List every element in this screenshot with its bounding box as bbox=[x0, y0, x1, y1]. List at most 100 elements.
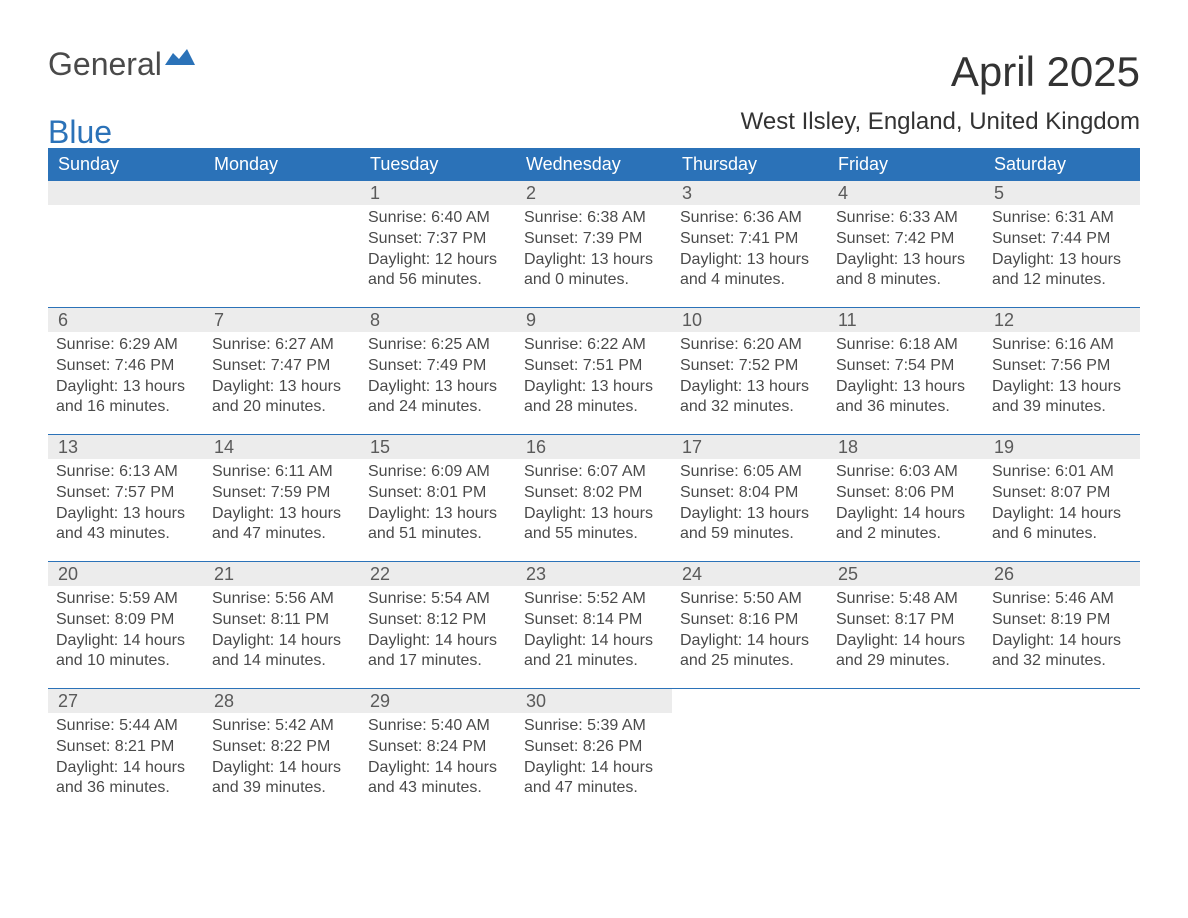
detail-daylight2: and 17 minutes. bbox=[368, 651, 508, 672]
detail-sunset: Sunset: 8:17 PM bbox=[836, 610, 976, 631]
detail-sunset: Sunset: 7:56 PM bbox=[992, 356, 1132, 377]
day-number: 17 bbox=[672, 435, 828, 459]
calendar-cell: 10Sunrise: 6:20 AMSunset: 7:52 PMDayligh… bbox=[672, 308, 828, 420]
detail-daylight1: Daylight: 14 hours bbox=[992, 631, 1132, 652]
detail-daylight1: Daylight: 13 hours bbox=[368, 504, 508, 525]
detail-daylight1: Daylight: 14 hours bbox=[836, 504, 976, 525]
detail-sunrise: Sunrise: 6:01 AM bbox=[992, 462, 1132, 483]
detail-daylight2: and 43 minutes. bbox=[368, 778, 508, 799]
day-details: Sunrise: 6:13 AMSunset: 7:57 PMDaylight:… bbox=[56, 459, 196, 547]
detail-sunset: Sunset: 7:46 PM bbox=[56, 356, 196, 377]
day-details: Sunrise: 6:29 AMSunset: 7:46 PMDaylight:… bbox=[56, 332, 196, 420]
calendar-cell: 11Sunrise: 6:18 AMSunset: 7:54 PMDayligh… bbox=[828, 308, 984, 420]
detail-daylight2: and 28 minutes. bbox=[524, 397, 664, 418]
detail-daylight2: and 59 minutes. bbox=[680, 524, 820, 545]
day-details: Sunrise: 6:03 AMSunset: 8:06 PMDaylight:… bbox=[836, 459, 976, 547]
detail-sunset: Sunset: 7:39 PM bbox=[524, 229, 664, 250]
detail-daylight1: Daylight: 14 hours bbox=[992, 504, 1132, 525]
day-number: 1 bbox=[360, 181, 516, 205]
detail-sunrise: Sunrise: 6:33 AM bbox=[836, 208, 976, 229]
detail-daylight1: Daylight: 13 hours bbox=[212, 504, 352, 525]
day-number: 29 bbox=[360, 689, 516, 713]
day-details: Sunrise: 5:54 AMSunset: 8:12 PMDaylight:… bbox=[368, 586, 508, 674]
detail-daylight1: Daylight: 13 hours bbox=[992, 377, 1132, 398]
detail-sunset: Sunset: 8:19 PM bbox=[992, 610, 1132, 631]
day-number: 30 bbox=[516, 689, 672, 713]
day-number: 12 bbox=[984, 308, 1140, 332]
detail-daylight1: Daylight: 13 hours bbox=[680, 504, 820, 525]
detail-daylight1: Daylight: 14 hours bbox=[56, 758, 196, 779]
detail-sunset: Sunset: 8:04 PM bbox=[680, 483, 820, 504]
day-details: Sunrise: 6:18 AMSunset: 7:54 PMDaylight:… bbox=[836, 332, 976, 420]
day-number: 15 bbox=[360, 435, 516, 459]
calendar-cell bbox=[672, 689, 828, 801]
calendar-cell: 8Sunrise: 6:25 AMSunset: 7:49 PMDaylight… bbox=[360, 308, 516, 420]
detail-daylight2: and 51 minutes. bbox=[368, 524, 508, 545]
detail-sunset: Sunset: 8:14 PM bbox=[524, 610, 664, 631]
day-number: 18 bbox=[828, 435, 984, 459]
day-details bbox=[56, 205, 196, 293]
day-number bbox=[984, 689, 1140, 713]
day-details: Sunrise: 6:07 AMSunset: 8:02 PMDaylight:… bbox=[524, 459, 664, 547]
day-of-week-header: Monday bbox=[204, 148, 360, 181]
calendar-cell: 12 Sunrise: 6:16 AMSunset: 7:56 PMDayligh… bbox=[984, 308, 1140, 420]
day-number: 6 bbox=[48, 308, 204, 332]
calendar-cell: 25Sunrise: 5:48 AMSunset: 8:17 PMDayligh… bbox=[828, 562, 984, 674]
page-subtitle: West Ilsley, England, United Kingdom bbox=[741, 108, 1140, 136]
day-number: 28 bbox=[204, 689, 360, 713]
calendar-cell: 18Sunrise: 6:03 AMSunset: 8:06 PMDayligh… bbox=[828, 435, 984, 547]
calendar-cell: 3Sunrise: 6:36 AMSunset: 7:41 PMDaylight… bbox=[672, 181, 828, 293]
detail-daylight2: and 32 minutes. bbox=[992, 651, 1132, 672]
day-details bbox=[212, 205, 352, 293]
detail-sunset: Sunset: 8:22 PM bbox=[212, 737, 352, 758]
detail-daylight2: and 6 minutes. bbox=[992, 524, 1132, 545]
logo-text-general: General bbox=[48, 48, 162, 80]
detail-daylight2: and 21 minutes. bbox=[524, 651, 664, 672]
detail-sunrise: Sunrise: 5:48 AM bbox=[836, 589, 976, 610]
detail-sunrise: Sunrise: 5:52 AM bbox=[524, 589, 664, 610]
detail-sunset: Sunset: 7:49 PM bbox=[368, 356, 508, 377]
detail-sunset: Sunset: 8:07 PM bbox=[992, 483, 1132, 504]
logo-text-blue: Blue bbox=[48, 116, 112, 148]
calendar-cell bbox=[204, 181, 360, 293]
day-number: 20 bbox=[48, 562, 204, 586]
day-number: 3 bbox=[672, 181, 828, 205]
detail-daylight2: and 14 minutes. bbox=[212, 651, 352, 672]
day-number: 16 bbox=[516, 435, 672, 459]
header-row: General April 2025 bbox=[48, 48, 1140, 96]
day-details bbox=[992, 713, 1132, 801]
detail-sunrise: Sunrise: 6:09 AM bbox=[368, 462, 508, 483]
day-details: Sunrise: 6:31 AMSunset: 7:44 PMDaylight:… bbox=[992, 205, 1132, 293]
day-number bbox=[48, 181, 204, 205]
day-number: 25 bbox=[828, 562, 984, 586]
detail-sunrise: Sunrise: 6:07 AM bbox=[524, 462, 664, 483]
detail-sunset: Sunset: 8:02 PM bbox=[524, 483, 664, 504]
logo-mark-icon bbox=[165, 38, 195, 58]
detail-daylight1: Daylight: 14 hours bbox=[524, 758, 664, 779]
detail-daylight2: and 36 minutes. bbox=[836, 397, 976, 418]
day-details: Sunrise: 6:22 AMSunset: 7:51 PMDaylight:… bbox=[524, 332, 664, 420]
day-number: 7 bbox=[204, 308, 360, 332]
detail-sunset: Sunset: 7:41 PM bbox=[680, 229, 820, 250]
detail-sunrise: Sunrise: 6:22 AM bbox=[524, 335, 664, 356]
detail-sunrise: Sunrise: 5:46 AM bbox=[992, 589, 1132, 610]
detail-daylight2: and 32 minutes. bbox=[680, 397, 820, 418]
detail-sunrise: Sunrise: 5:56 AM bbox=[212, 589, 352, 610]
day-number: 10 bbox=[672, 308, 828, 332]
calendar-cell: 6Sunrise: 6:29 AMSunset: 7:46 PMDaylight… bbox=[48, 308, 204, 420]
detail-daylight2: and 39 minutes. bbox=[992, 397, 1132, 418]
detail-daylight1: Daylight: 14 hours bbox=[680, 631, 820, 652]
day-number bbox=[828, 689, 984, 713]
day-number: 11 bbox=[828, 308, 984, 332]
detail-daylight2: and 43 minutes. bbox=[56, 524, 196, 545]
detail-daylight1: Daylight: 14 hours bbox=[212, 631, 352, 652]
detail-sunrise: Sunrise: 6:25 AM bbox=[368, 335, 508, 356]
calendar-cell bbox=[984, 689, 1140, 801]
detail-sunrise: Sunrise: 6:31 AM bbox=[992, 208, 1132, 229]
day-details: Sunrise: 6:09 AMSunset: 8:01 PMDaylight:… bbox=[368, 459, 508, 547]
detail-sunrise: Sunrise: 6:11 AM bbox=[212, 462, 352, 483]
detail-sunset: Sunset: 7:59 PM bbox=[212, 483, 352, 504]
detail-sunrise: Sunrise: 6:16 AM bbox=[992, 335, 1132, 356]
detail-daylight1: Daylight: 14 hours bbox=[368, 631, 508, 652]
calendar-cell bbox=[828, 689, 984, 801]
